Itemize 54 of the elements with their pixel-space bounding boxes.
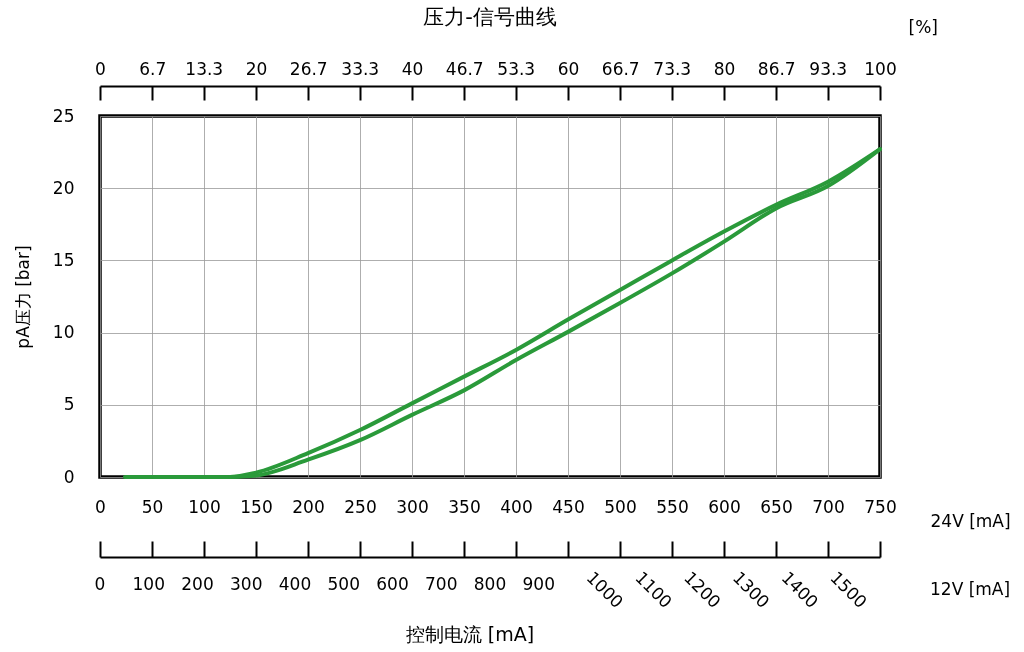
x-tick-label: 100 — [188, 496, 221, 517]
x2-tick-label: 80 — [713, 58, 736, 79]
text: 0 — [94, 574, 106, 594]
x2-tick-label: 100 — [864, 58, 897, 79]
x2-tick-label: 93.3 — [809, 58, 848, 79]
text: 200 — [181, 574, 214, 594]
text: 12V [mA] — [930, 579, 1011, 599]
x-tick-label: 0 — [95, 496, 106, 517]
x-tick-label: 50 — [141, 496, 164, 517]
y-tick-label: 5 — [63, 394, 75, 415]
y-axis-title: pA压力 [bar] — [12, 245, 33, 349]
x-tick-label: 600 — [708, 496, 741, 517]
y-tick-label: 25 — [52, 105, 75, 126]
x-tick-label: 450 — [552, 496, 585, 517]
x2-tick-label: 33.3 — [341, 58, 380, 79]
chart-title: 压力-信号曲线 — [423, 5, 557, 29]
x-tick-label: 350 — [448, 496, 481, 517]
y-tick-label: 0 — [63, 466, 75, 487]
x2-tick-label: 26.7 — [289, 58, 328, 79]
y-tick-label: 10 — [52, 322, 75, 343]
x2-tick-label: 40 — [401, 58, 424, 79]
x-tick-label: 500 — [604, 496, 637, 517]
text: 700 — [425, 574, 458, 594]
y-tick-label: 20 — [52, 177, 75, 198]
text: 600 — [376, 574, 409, 594]
x2-axis-title: [%] — [908, 16, 938, 37]
x2-tick-label: 20 — [245, 58, 268, 79]
x-tick-label: 650 — [760, 496, 793, 517]
x2-tick-label: 66.7 — [601, 58, 640, 79]
x-tick-label: 750 — [864, 496, 897, 517]
text: 300 — [230, 574, 263, 594]
x-tick-label: 700 — [812, 496, 845, 517]
x-axis-title: 24V [mA] — [930, 510, 1011, 531]
text: 900 — [522, 574, 555, 594]
text: 800 — [473, 574, 507, 594]
text: 100 — [132, 574, 165, 594]
text: 500 — [327, 574, 360, 594]
x-tick-label: 200 — [292, 496, 325, 517]
x2-tick-label: 60 — [557, 58, 580, 79]
x-tick-label: 250 — [344, 496, 377, 517]
text: 400 — [278, 574, 312, 594]
text: 控制电流 [mA] — [405, 623, 535, 645]
x2-tick-label: 6.7 — [139, 58, 167, 79]
x2-tick-label: 86.7 — [757, 58, 796, 79]
x-tick-label: 400 — [500, 496, 533, 517]
x2-tick-label: 53.3 — [497, 58, 536, 79]
y-tick-label: 15 — [52, 249, 75, 270]
x2-tick-label: 73.3 — [653, 58, 692, 79]
x-tick-label: 150 — [240, 496, 273, 517]
x2-tick-label: 13.3 — [185, 58, 224, 79]
x-tick-label: 550 — [656, 496, 689, 517]
x2-tick-label: 0 — [95, 58, 106, 79]
x2-tick-label: 46.7 — [445, 58, 484, 79]
x-tick-label: 300 — [396, 496, 429, 517]
